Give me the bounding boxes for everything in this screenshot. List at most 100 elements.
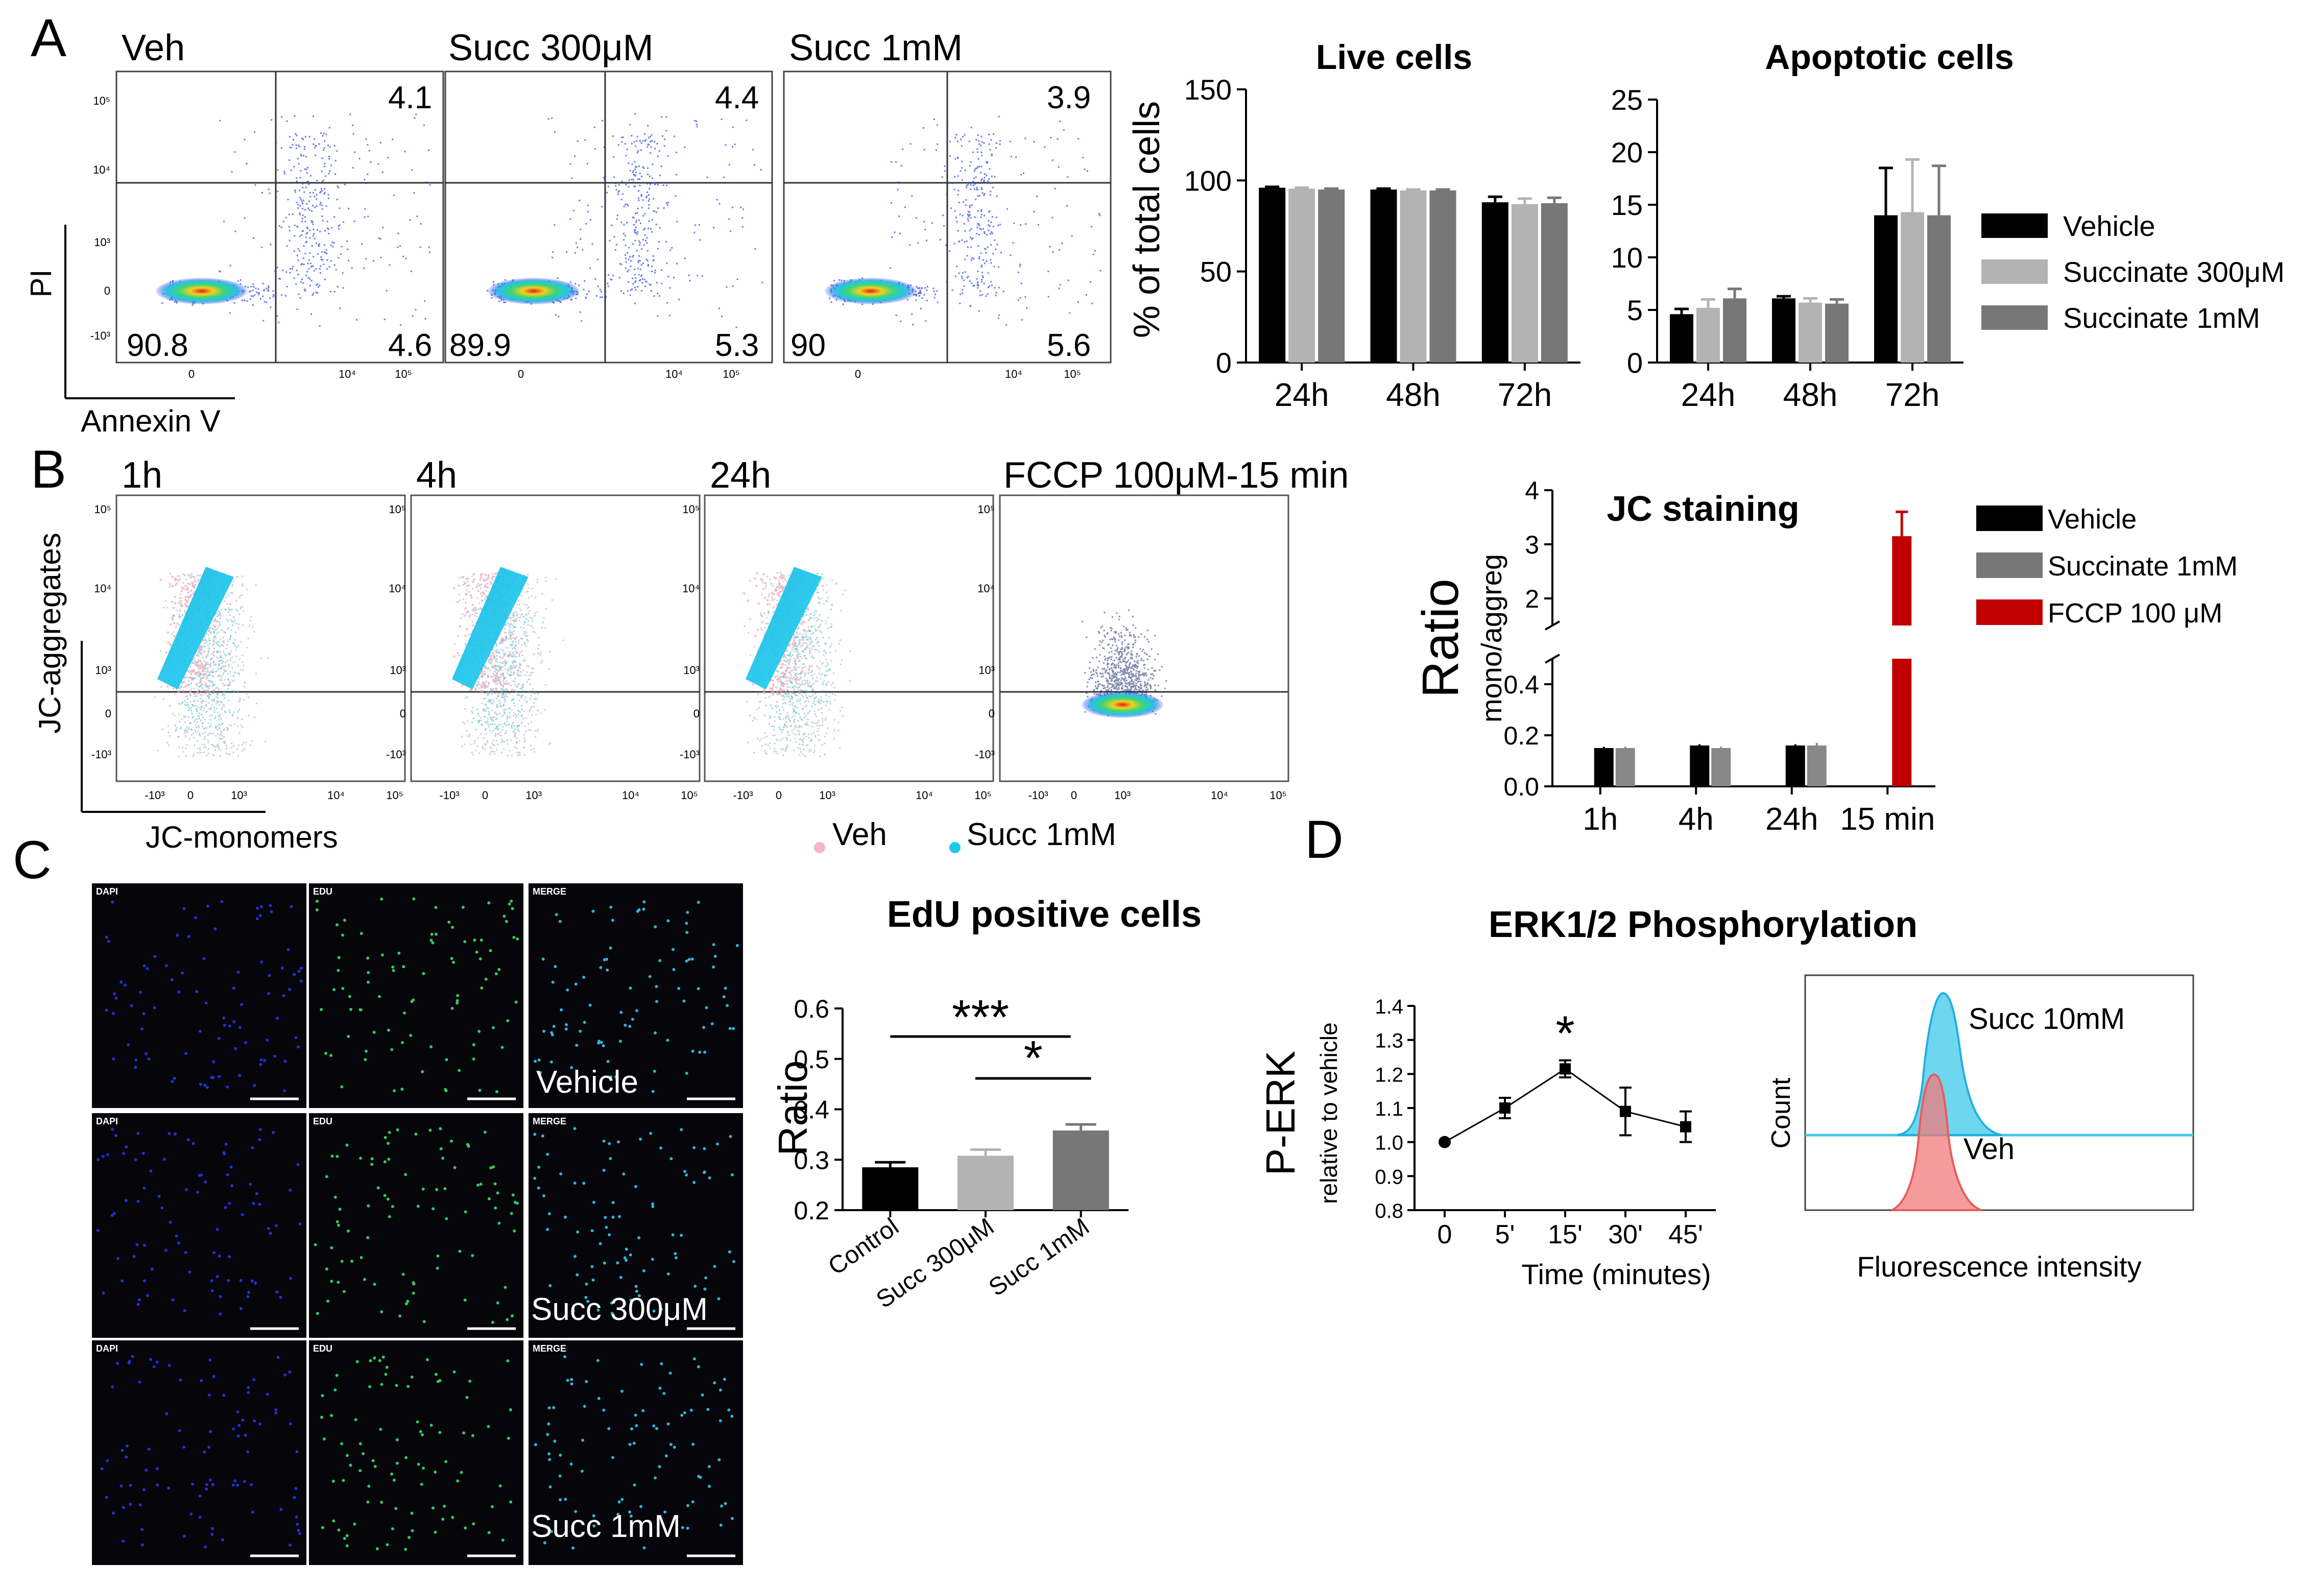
- scatter-points: [466, 608, 544, 732]
- y-tick-label: -10³: [91, 748, 111, 761]
- bar: [1711, 748, 1731, 786]
- data-point: [1620, 1105, 1631, 1117]
- bar: [862, 1167, 919, 1210]
- jc-staining-chart: JC staining Ratio mono/aggreg 0.0 0.2 0.4 2…: [1412, 476, 1935, 837]
- x-tick-label: 10³: [525, 789, 542, 802]
- bar: [1541, 203, 1568, 363]
- y-tick-label: 10³: [978, 664, 995, 677]
- panel-letter-b: B: [31, 440, 66, 499]
- x-tick-label: -10³: [733, 789, 753, 802]
- flow-a-xtick: 10⁴: [339, 368, 356, 380]
- micro-tile-bg: [529, 1113, 743, 1338]
- flow-b-group: JC-aggregates JC-monomers 1h 4h 24h FCCP…: [33, 455, 1349, 854]
- y-tick-label: 10⁵: [682, 503, 700, 516]
- x-tick-label: 0: [187, 789, 194, 802]
- x-tick-label: 72h: [1497, 376, 1552, 413]
- flow-a-ytick: 10⁴: [93, 163, 110, 176]
- edu-ylabel: Ratio: [770, 1061, 816, 1156]
- bar: [1481, 202, 1508, 363]
- data-point: [1439, 1136, 1451, 1148]
- flow-a-xtick: 10⁴: [1005, 368, 1022, 380]
- data-point: [1560, 1063, 1571, 1075]
- y-tick-label: 0.3: [794, 1146, 829, 1174]
- micro-col-label: DAPI: [96, 1116, 118, 1126]
- x-tick-label: 1h: [1583, 802, 1618, 837]
- micro-col-label: EDU: [313, 886, 332, 897]
- y-tick-label: 5: [1627, 294, 1643, 326]
- live-cells-chart: Live cells % of total cells 0 50 100 150 24h…: [1127, 38, 1580, 413]
- flow-b-legend: Veh Succ 1mM: [814, 817, 1116, 853]
- panel-letter-d: D: [1305, 810, 1344, 870]
- bar: [957, 1156, 1014, 1210]
- data-point: [1499, 1102, 1511, 1114]
- x-tick-label: 10⁵: [974, 789, 992, 802]
- flow-a-plot-title: Veh: [122, 28, 185, 68]
- y-tick-label: 2: [1525, 585, 1539, 613]
- flow-a-ytick: 0: [104, 284, 110, 297]
- flow-a-plot-frame: [115, 70, 444, 364]
- bar: [1723, 298, 1746, 363]
- y-tick-label: 0: [400, 707, 406, 720]
- x-tick-label: 0: [482, 789, 488, 802]
- histogram-d: Succ 10mM Veh Count Fluorescence intensi…: [1766, 974, 2194, 1283]
- x-tick-label: 5': [1495, 1220, 1515, 1249]
- series-line: [1444, 1068, 1686, 1143]
- flow-a-quadrant-ll: 90: [790, 328, 826, 363]
- flow-a-quadrant-ur: 3.9: [1047, 80, 1091, 115]
- micro-nuclei: [96, 1127, 302, 1316]
- x-tick-label: 48h: [1783, 376, 1838, 413]
- flow-a-xtick: 0: [188, 368, 195, 380]
- micro-tile: MERGE: [529, 1340, 743, 1565]
- data-point: [1680, 1121, 1691, 1133]
- flow-a-dots: [161, 113, 431, 327]
- flow-a-density-core: [156, 278, 248, 304]
- x-tick-label: 48h: [1386, 376, 1441, 413]
- x-tick-label: 30': [1608, 1220, 1643, 1249]
- erk-xlabel: Time (minutes): [1521, 1258, 1711, 1290]
- bar: [1052, 1130, 1109, 1210]
- panel-letter-a: A: [31, 8, 66, 68]
- x-tick-label: 4h: [1679, 802, 1714, 837]
- micro-tile: MERGE: [529, 883, 743, 1108]
- y-tick-label: 0.6: [794, 995, 829, 1023]
- legend-label-vehicle: Vehicle: [2063, 210, 2155, 242]
- flow-a-quadrant-ll: 89.9: [449, 328, 511, 363]
- x-tick-label: -10³: [1028, 789, 1048, 802]
- erk-ylabel-sub: relative to vehicle: [1315, 1022, 1342, 1204]
- erk-ylabel: P-ERK: [1258, 1051, 1303, 1176]
- micro-tile: EDU: [309, 883, 523, 1108]
- bar: [1927, 215, 1951, 363]
- bar: [1825, 303, 1849, 363]
- bar: [1288, 188, 1315, 363]
- histogram-xlabel: Fluorescence intensity: [1857, 1250, 2141, 1283]
- x-tick-label: 24h: [1765, 802, 1818, 837]
- flow-b-x-axis-label: JC-monomers: [146, 820, 338, 854]
- x-tick-label: 0: [1437, 1220, 1452, 1249]
- legend-swatch-vehicle: [1981, 213, 2048, 238]
- x-tick-label: Succ 1mM: [984, 1213, 1094, 1302]
- flow-b-legend-label-succ: Succ 1mM: [967, 817, 1116, 852]
- y-tick-label: 10⁵: [977, 503, 995, 516]
- bar: [1901, 212, 1924, 363]
- y-tick-label: -10³: [386, 748, 406, 761]
- flow-a-plot-succ300: Succ 300μM 4.4 89.9 5.3 0 10⁴ 10⁵: [444, 28, 773, 380]
- y-tick-label: 0.4: [794, 1096, 829, 1124]
- density-core: [452, 567, 529, 689]
- apoptotic-cells-title: Apoptotic cells: [1765, 38, 2014, 77]
- flow-a-xtick: 0: [855, 368, 861, 380]
- micro-tile: MERGE: [529, 1113, 743, 1338]
- flow-b-legend-dot-succ: [949, 842, 961, 853]
- x-tick-label: -10³: [439, 789, 459, 802]
- x-tick-label: 15 min: [1840, 802, 1935, 837]
- histogram-ylabel: Count: [1766, 1077, 1796, 1148]
- x-tick-label: 10³: [819, 789, 835, 802]
- bar: [1370, 189, 1397, 363]
- y-tick-label: 0.2: [1503, 721, 1539, 750]
- y-tick-label: 0.5: [794, 1045, 829, 1074]
- x-tick-label: 0: [1071, 789, 1077, 802]
- bar: [1807, 745, 1827, 786]
- y-tick-label: 100: [1184, 164, 1232, 197]
- x-tick-label: 10³: [231, 789, 247, 802]
- flow-b-plot-fccp: 10⁵ 10⁴ 10³ 0 -10³ -10³ 0 10³ 10⁴ 10⁵: [975, 494, 1289, 802]
- y-tick-label: 0.8: [1375, 1200, 1403, 1222]
